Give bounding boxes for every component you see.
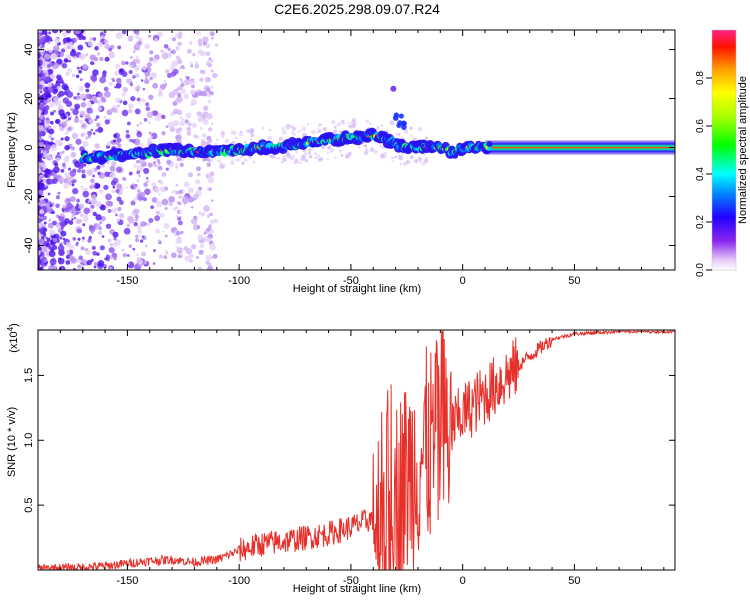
spectrogram-xtick-label: -150 [116, 275, 138, 287]
snr-ytick-label: 1.5 [23, 368, 35, 383]
spectrogram-xtick-label: 50 [568, 275, 580, 287]
spectrogram-xtick-label: -100 [228, 275, 250, 287]
spectrogram-ytick-label: -20 [23, 189, 35, 205]
colorbar-gradient [711, 29, 737, 271]
snr-ytick-label: 0.5 [23, 497, 35, 512]
snr-xlabel: Height of straight line (km) [293, 583, 421, 595]
snr-xtick-label: 50 [568, 575, 580, 587]
colorbar: 0.0 0.2 0.4 0.6 0.8 Normalized spectral ampl… [695, 29, 749, 277]
colorbar-tick-label: 0.2 [695, 215, 706, 229]
colorbar-tick-label: 0.6 [695, 119, 706, 133]
colorbar-tick-label: 0.0 [695, 263, 706, 277]
spectrogram-ytick-label: 0 [23, 144, 35, 150]
snr-line [38, 330, 675, 570]
snr-xtick-label: -100 [228, 575, 250, 587]
colorbar-tick-label: 0.4 [695, 167, 706, 181]
colorbar-tick-label: 0.8 [695, 71, 706, 85]
spectrogram-frame [37, 29, 676, 271]
spectrogram-ylabel: Frequency (Hz) [6, 112, 18, 188]
snr-frame [37, 329, 676, 571]
colorbar-ticks: 0.0 0.2 0.4 0.6 0.8 [695, 71, 712, 277]
snr-xtick-label: -150 [116, 575, 138, 587]
snr-ticks: -150 -100 -50 0 50 0.5 1.0 1.5 [23, 330, 675, 587]
spectrogram-ytick-label: -40 [23, 238, 35, 254]
snr-scale-label: (x104) [6, 323, 20, 353]
snr-ytick-label: 1.0 [23, 433, 35, 448]
spectrogram-xtick-label: -50 [343, 275, 359, 287]
spectrogram-xlabel: Height of straight line (km) [293, 283, 421, 295]
spectrogram-ticks: -150 -100 -50 0 50 -40 -20 0 20 40 [23, 30, 675, 287]
spectrogram-xtick-label: 0 [460, 275, 466, 287]
spectrogram-ytick-label: 20 [23, 92, 35, 104]
spectrogram-heatmap [38, 30, 675, 270]
snr-ylabel: SNR (10 * v/v) [6, 407, 18, 477]
snr-panel: -150 -100 -50 0 50 0.5 1.0 1.5 Height of straig… [6, 323, 676, 595]
spectrogram-panel: -150 -100 -50 0 50 -40 -20 0 20 40 Height of stra… [6, 29, 676, 295]
snr-xtick-label: -50 [343, 575, 359, 587]
colorbar-label: Normalized spectral amplitude [737, 76, 749, 224]
spectrogram-ytick-label: 40 [23, 43, 35, 55]
snr-xtick-label: 0 [460, 575, 466, 587]
chart-title: C2E6.2025.298.09.07.R24 [274, 1, 440, 17]
